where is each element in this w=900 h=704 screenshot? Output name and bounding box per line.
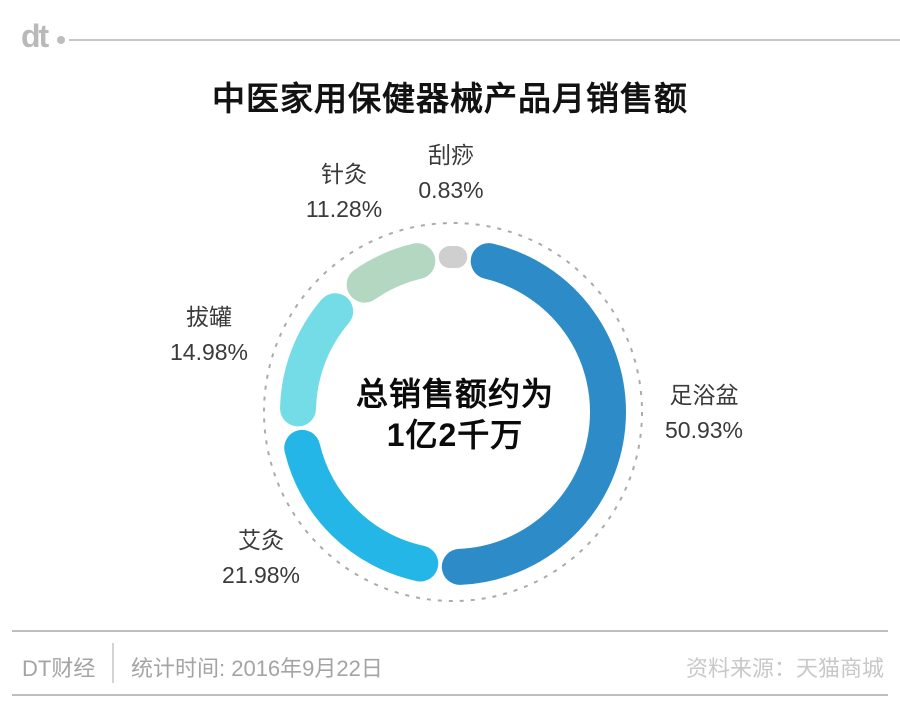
- footer-stat-time: 统计时间: 2016年9月22日: [131, 656, 383, 681]
- slice-name: 刮痧: [428, 142, 474, 168]
- donut-segments: [280, 243, 626, 585]
- slice-percent: 0.83%: [418, 177, 484, 203]
- chart-title: 中医家用保健器械产品月销售额: [212, 80, 688, 117]
- donut-segment-aijiu: [284, 429, 439, 582]
- center-total-line2: 1亿2千万: [386, 417, 524, 453]
- footer-divider: [112, 643, 114, 683]
- dashed-guide-circle: [263, 222, 643, 602]
- slice-percent: 14.98%: [169, 339, 249, 365]
- footer-rule-top: [12, 630, 888, 632]
- slice-label-guasha: 刮痧 0.83%: [418, 138, 483, 208]
- footer-brand: DT财经: [22, 656, 96, 681]
- slice-label-zhenjiu: 针灸 11.28%: [306, 157, 382, 227]
- slice-name: 足浴盆: [669, 382, 739, 408]
- dt-logo: dt: [21, 18, 49, 54]
- center-total-line1: 总销售额约为: [355, 376, 555, 412]
- slice-name: 针灸: [321, 161, 367, 187]
- slice-label-zuyupen: 足浴盆 50.93%: [665, 378, 743, 448]
- slice-label-aijiu: 艾灸 21.98%: [222, 523, 300, 593]
- donut-segment-zuyupen: [441, 243, 626, 585]
- slice-name: 拔罐: [185, 304, 232, 330]
- slice-percent: 21.98%: [221, 562, 301, 588]
- footer-data-source: 资料来源：天猫商城: [685, 656, 884, 681]
- slice-percent: 11.28%: [305, 196, 383, 222]
- slice-label-baguan: 拔罐 14.98%: [170, 300, 248, 370]
- donut-center-total: 总销售额约为 1亿2千万: [356, 374, 554, 456]
- header-rule-line: [69, 39, 900, 41]
- slice-percent: 50.93%: [664, 417, 744, 443]
- slice-name: 艾灸: [237, 527, 284, 553]
- footer-rule-bottom: [12, 694, 888, 696]
- donut-segment-zhenjiu: [346, 243, 436, 303]
- logo-dot-icon: [57, 36, 65, 44]
- donut-segment-baguan: [280, 293, 354, 427]
